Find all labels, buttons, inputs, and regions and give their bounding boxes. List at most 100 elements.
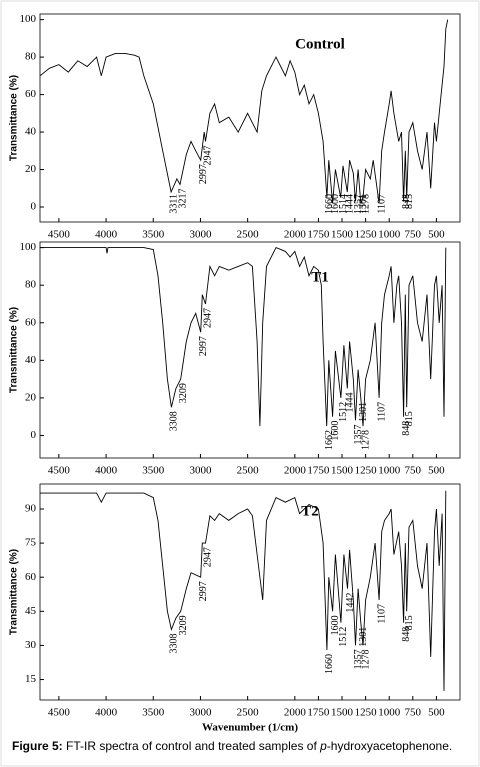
- peak-label: 3209: [178, 615, 189, 635]
- y-tick-label: 90: [25, 503, 37, 515]
- x-tick-label: 2500: [237, 465, 260, 477]
- y-tick-label: 40: [25, 354, 37, 366]
- peak-label: 1514: [338, 194, 349, 214]
- y-axis-label: Transmittance (%): [9, 75, 20, 161]
- peak-label: 1107: [376, 402, 387, 422]
- peak-label: 1301: [358, 627, 369, 647]
- x-tick-label: 1000: [378, 707, 401, 719]
- peak-label: 3308: [169, 634, 180, 654]
- peak-label: 2997: [198, 164, 209, 184]
- x-tick-label: 2000: [284, 707, 307, 719]
- y-tick-label: 20: [25, 391, 37, 403]
- peak-label: 1357: [353, 424, 364, 444]
- peak-label: 1660: [324, 654, 335, 674]
- plot-frame: [39, 13, 461, 223]
- x-tick-label: 750: [405, 465, 422, 477]
- y-tick-label: 60: [25, 316, 37, 328]
- peak-label: 3209: [178, 383, 189, 403]
- peak-label: 3311: [168, 194, 179, 214]
- x-tick-label: 4000: [95, 465, 118, 477]
- caption-italic: p: [319, 739, 327, 753]
- x-tick-label: 4500: [48, 229, 71, 241]
- x-tick-label: 3500: [142, 465, 165, 477]
- chart-title: T2: [301, 503, 319, 519]
- y-tick-label: 60: [25, 571, 37, 583]
- peak-label: 1357: [353, 194, 364, 214]
- caption-text: FT-IR spectra of control and treated sam…: [63, 739, 320, 753]
- spectrum-line: [40, 490, 447, 691]
- y-tick-label: 0: [31, 201, 37, 213]
- x-tick-label: 500: [428, 465, 445, 477]
- x-tick-label: 2500: [237, 707, 260, 719]
- x-tick-label: 3500: [142, 229, 165, 241]
- x-tick-label: 750: [405, 229, 422, 241]
- x-tick-label: 1000: [378, 465, 401, 477]
- x-tick-label: 3500: [142, 707, 165, 719]
- peak-label: 2947: [203, 547, 214, 567]
- x-tick-label: 1250: [355, 229, 378, 241]
- caption-end: -hydroxyacetophenone.: [327, 739, 452, 753]
- peak-label: 1107: [376, 194, 387, 214]
- peak-label: 848: [401, 627, 412, 642]
- y-tick-label: 60: [25, 88, 37, 100]
- x-tick-label: 2500: [237, 229, 260, 241]
- y-tick-label: 40: [25, 126, 37, 138]
- peak-label: 2997: [198, 336, 209, 356]
- plot-frame: [39, 241, 461, 459]
- peak-label: 848: [401, 421, 412, 436]
- peak-label: 1301: [358, 402, 369, 422]
- peak-label: 1442: [345, 593, 356, 613]
- x-tick-label: 3000: [189, 229, 212, 241]
- x-tick-label: 3000: [189, 707, 212, 719]
- peak-label: 1512: [338, 627, 349, 647]
- y-tick-label: 80: [25, 51, 37, 63]
- peak-label: 848: [401, 194, 412, 209]
- peak-label: 1107: [376, 604, 387, 624]
- caption: Figure 5: FT-IR spectra of control and t…: [12, 739, 452, 753]
- y-tick-label: 80: [25, 279, 37, 291]
- peak-label: 815: [404, 615, 415, 630]
- y-tick-label: 75: [25, 537, 37, 549]
- peak-label: 1600: [330, 615, 341, 635]
- x-tick-label: 1250: [355, 707, 378, 719]
- peak-label: 815: [404, 194, 415, 209]
- y-tick-label: 100: [20, 241, 37, 253]
- x-tick-label: 1750: [307, 707, 330, 719]
- peak-label: 1278: [360, 430, 371, 450]
- y-tick-label: 15: [25, 673, 37, 685]
- x-tick-label: 4000: [95, 707, 118, 719]
- x-tick-label: 1500: [331, 707, 354, 719]
- peak-label: 2947: [203, 308, 214, 328]
- x-tick-label: 2000: [284, 465, 307, 477]
- x-tick-label: 1000: [378, 229, 401, 241]
- peak-label: 1444: [345, 194, 356, 214]
- y-axis-label: Transmittance (%): [9, 549, 20, 635]
- x-tick-label: 1500: [331, 229, 354, 241]
- caption-label: Figure 5:: [12, 739, 63, 753]
- x-tick-label: 1500: [331, 465, 354, 477]
- plot-frame: [39, 483, 461, 701]
- x-tick-label: 4500: [48, 465, 71, 477]
- y-tick-label: 100: [20, 13, 37, 25]
- peak-label: 1444: [345, 393, 356, 413]
- y-tick-label: 45: [25, 605, 37, 617]
- peak-label: 1278: [360, 649, 371, 669]
- y-axis-label: Transmittance (%): [9, 307, 20, 393]
- peak-label: 2997: [198, 581, 209, 601]
- peak-label: 1662: [324, 430, 335, 450]
- peak-label: 1512: [338, 402, 349, 422]
- y-tick-label: 20: [25, 163, 37, 175]
- peak-label: 1301: [358, 194, 369, 214]
- x-tick-label: 500: [428, 707, 445, 719]
- y-tick-label: 0: [31, 429, 37, 441]
- peak-label: 3308: [169, 411, 180, 431]
- peak-label: 2947: [203, 145, 214, 165]
- x-tick-label: 3000: [189, 465, 212, 477]
- x-tick-label: 1750: [307, 465, 330, 477]
- peak-label: 1357: [353, 649, 364, 669]
- peak-label: 1600: [330, 194, 341, 214]
- peak-label: 1600: [330, 421, 341, 441]
- peak-label: 3217: [177, 189, 188, 209]
